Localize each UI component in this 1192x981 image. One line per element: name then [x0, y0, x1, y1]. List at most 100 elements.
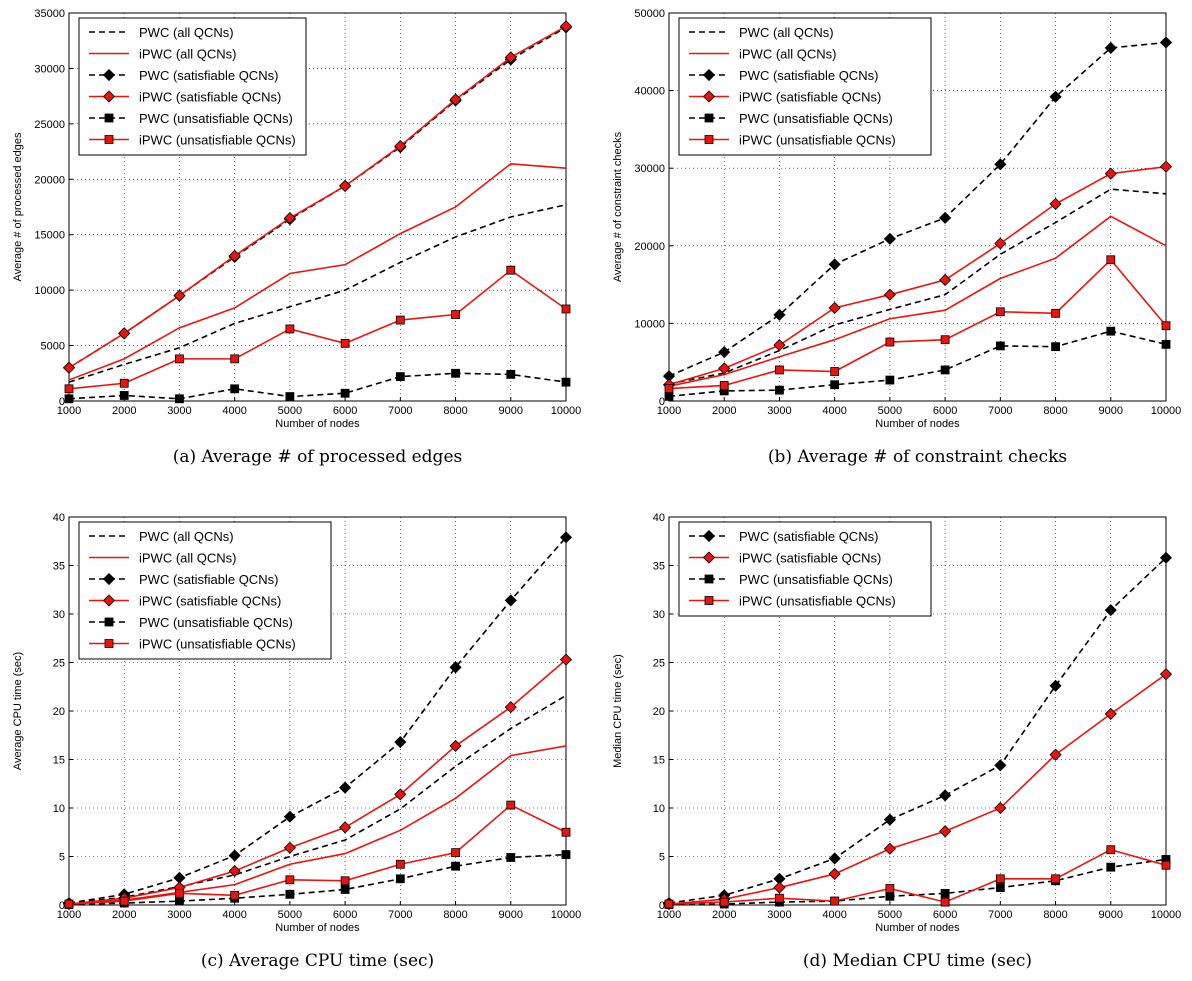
- data-point-diamond: [994, 759, 1007, 772]
- legend: PWC (all QCNs) iPWC (all QCNs) PWC (satisf…: [78, 521, 332, 660]
- x-axis-label: Number of nodes: [875, 922, 960, 934]
- data-point-diamond: [883, 813, 896, 826]
- x-axis-label: Number of nodes: [275, 418, 360, 430]
- data-point-square: [285, 889, 295, 899]
- data-point-diamond: [1159, 551, 1173, 564]
- data-point-diamond: [1104, 167, 1117, 180]
- y-tick-label: 25: [653, 658, 665, 670]
- chart-panel-1: 1000 2000 3000 4000 5000 6000 7000 8000 9000 1000…: [612, 8, 1181, 467]
- x-tick-label: 2000: [712, 405, 736, 417]
- series-line: [668, 330, 1167, 398]
- data-point-square: [119, 896, 129, 906]
- x-tick-label: 2000: [112, 405, 136, 417]
- data-point-square: [940, 897, 950, 907]
- y-tick-label: 15: [53, 755, 65, 767]
- legend-entry: PWC (all QCNs): [139, 529, 234, 544]
- legend-box: [78, 17, 307, 156]
- chart-panel-0: 1000 2000 3000 4000 5000 6000 7000 8000 9000 1000…: [12, 8, 581, 467]
- data-point-square: [1051, 342, 1060, 352]
- data-point-diamond: [228, 249, 241, 262]
- series-line: [68, 204, 567, 383]
- legend-entry: iPWC (unsatisfiable QCNs): [739, 594, 896, 609]
- y-tick-label: 15: [653, 755, 665, 767]
- data-point-diamond: [559, 653, 573, 666]
- y-tick-label: 40: [653, 512, 665, 524]
- x-tick-label: 6000: [933, 405, 957, 417]
- x-tick-label: 7000: [988, 909, 1012, 921]
- y-tick-label: 10000: [34, 285, 65, 297]
- data-point-diamond: [504, 701, 517, 714]
- data-point-diamond: [702, 551, 716, 564]
- data-point-diamond: [228, 849, 241, 862]
- data-point-diamond: [1049, 90, 1062, 103]
- data-point-diamond: [773, 308, 786, 321]
- data-point-square: [451, 310, 460, 319]
- data-point-square: [1106, 326, 1116, 336]
- x-tick-label: 1000: [57, 405, 81, 417]
- x-tick-label: 6000: [933, 909, 957, 921]
- y-axis-label: Average # of processed edges: [12, 132, 24, 282]
- data-point-square: [885, 337, 895, 347]
- data-point-diamond: [102, 90, 116, 103]
- series-5: [64, 265, 571, 394]
- series-3: [62, 20, 573, 374]
- data-point-square: [104, 113, 114, 123]
- x-tick-label: 1000: [657, 909, 681, 921]
- y-tick-label: 5: [659, 852, 665, 864]
- x-tick-label: 2000: [112, 909, 136, 921]
- x-tick-label: 3000: [167, 405, 191, 417]
- series-line: [668, 858, 1167, 906]
- data-point-square: [1051, 308, 1060, 318]
- y-tick-label: 50000: [634, 8, 665, 20]
- series-line: [68, 25, 567, 369]
- data-point-diamond: [883, 842, 896, 855]
- series-5: [64, 800, 571, 909]
- data-point-diamond: [718, 362, 731, 375]
- legend-entry: PWC (satisfiable QCNs): [739, 68, 878, 83]
- data-point-diamond: [228, 864, 241, 878]
- legend: PWC (all QCNs) iPWC (all QCNs) PWC (satisf…: [78, 17, 307, 156]
- legend-box: [78, 521, 332, 660]
- series-line: [68, 694, 567, 904]
- x-axis-label: Number of nodes: [275, 922, 360, 934]
- data-point-square: [506, 853, 516, 862]
- x-tick-label: 6000: [333, 405, 357, 417]
- legend-box: [678, 17, 932, 156]
- legend-entry: iPWC (satisfiable QCNs): [739, 90, 881, 105]
- data-point-square: [830, 380, 840, 390]
- x-tick-label: 8000: [443, 909, 467, 921]
- series-2: [662, 36, 1173, 383]
- series-line: [68, 372, 567, 400]
- data-point-diamond: [62, 361, 76, 374]
- x-tick-label: 10000: [1151, 405, 1182, 417]
- legend: PWC (satisfiable QCNs) iPWC (satisfiable …: [678, 521, 932, 617]
- data-point-square: [1161, 860, 1171, 870]
- data-point-square: [104, 617, 114, 627]
- data-point-square: [995, 341, 1005, 351]
- x-tick-label: 7000: [388, 909, 412, 921]
- data-point-square: [1161, 321, 1171, 331]
- data-point-square: [995, 307, 1005, 317]
- data-point-square: [940, 888, 950, 898]
- data-point-diamond: [939, 789, 952, 802]
- series-0: [668, 188, 1167, 385]
- y-tick-label: 15000: [34, 230, 65, 242]
- data-point-square: [175, 354, 184, 364]
- x-tick-label: 4000: [222, 909, 246, 921]
- x-tick-label: 7000: [988, 405, 1012, 417]
- data-point-square: [719, 897, 729, 907]
- series-0: [68, 694, 567, 904]
- data-point-diamond: [702, 90, 716, 103]
- data-point-square: [285, 392, 295, 401]
- data-point-square: [285, 324, 295, 334]
- x-tick-label: 5000: [878, 405, 902, 417]
- data-point-square: [775, 893, 784, 903]
- legend-entry: PWC (unsatisfiable QCNs): [139, 111, 293, 126]
- legend-entry: iPWC (all QCNs): [139, 551, 237, 566]
- series-line: [668, 165, 1167, 386]
- y-tick-label: 35: [653, 561, 665, 573]
- legend-entry: PWC (all QCNs): [139, 25, 234, 40]
- series-0: [68, 204, 567, 383]
- x-tick-label: 6000: [333, 909, 357, 921]
- legend-entry: iPWC (unsatisfiable QCNs): [139, 133, 296, 148]
